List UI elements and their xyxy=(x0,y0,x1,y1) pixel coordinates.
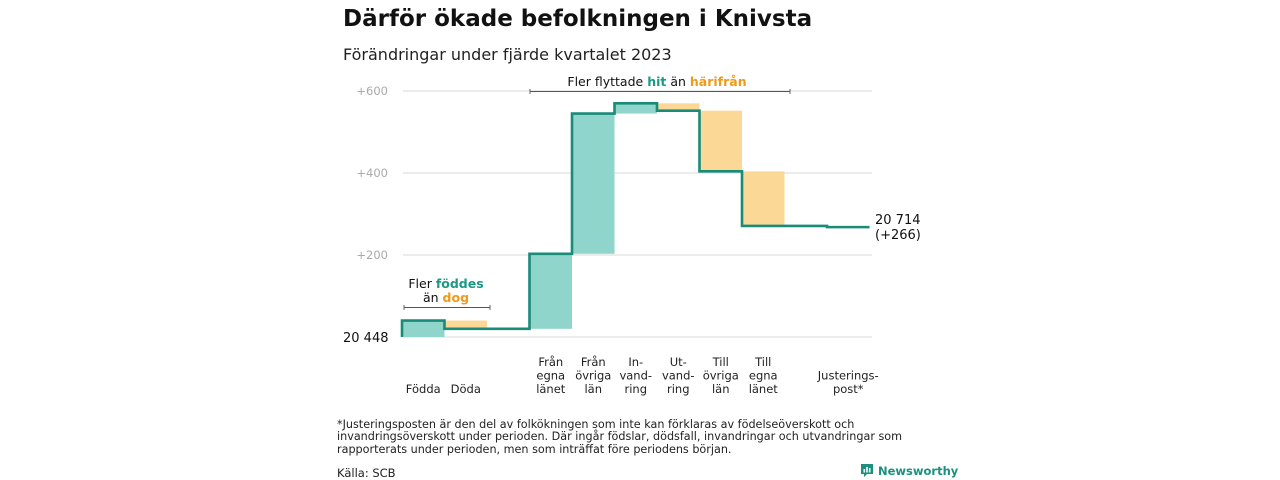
x-category-label: Födda xyxy=(406,382,441,396)
brand-logo: Newsworthy xyxy=(860,463,958,478)
end-change-label: (+266) xyxy=(875,228,921,243)
x-category-label: egna xyxy=(536,369,565,383)
source-label: Källa: SCB xyxy=(337,466,396,480)
x-category-label: ring xyxy=(667,382,690,396)
annotation-births-bracket xyxy=(404,305,490,310)
waterfall-bar xyxy=(700,111,743,172)
x-category-label: post* xyxy=(833,382,864,396)
newsworthy-logo-icon xyxy=(860,463,874,478)
end-value-label: 20 714 xyxy=(875,213,921,228)
x-category-label: länet xyxy=(749,382,779,396)
cumulative-line xyxy=(402,103,870,337)
x-category-label: Döda xyxy=(451,382,481,396)
x-category-label: Till xyxy=(712,355,729,369)
x-category-label: län xyxy=(712,382,730,396)
x-category-label: vand- xyxy=(619,369,652,383)
y-tick-label: +200 xyxy=(356,248,388,262)
x-category-label: övriga xyxy=(703,369,739,383)
footnote: *Justeringsposten är den del av folkökni… xyxy=(337,419,947,456)
annotation-migration-bracket xyxy=(530,89,790,94)
x-category-label: Från xyxy=(581,355,606,369)
annotation-births-line2: än dog xyxy=(423,290,469,305)
x-category-label: Till xyxy=(754,355,771,369)
x-category-label: vand- xyxy=(662,369,695,383)
waterfall-chart: +200+400+600Födda DödaFrånegnalänetFrånöv… xyxy=(0,0,1280,480)
waterfall-bar xyxy=(572,114,615,254)
x-category-label: Från xyxy=(538,355,563,369)
waterfall-bar xyxy=(402,321,445,337)
waterfall-bar xyxy=(530,254,573,329)
x-category-label: länet xyxy=(536,382,566,396)
x-category-label: egna xyxy=(749,369,778,383)
x-category-label: In- xyxy=(628,355,643,369)
brand-name: Newsworthy xyxy=(878,464,958,478)
y-tick-label: +400 xyxy=(356,166,388,180)
waterfall-bar xyxy=(742,171,785,226)
x-category-label: övriga xyxy=(575,369,611,383)
x-category-label: Justerings- xyxy=(817,369,879,383)
annotation-migration-label: Fler flyttade hit än härifrån xyxy=(567,74,746,89)
x-category-label: Ut- xyxy=(670,355,687,369)
waterfall-bar xyxy=(615,103,658,113)
x-category-label: län xyxy=(584,382,602,396)
start-value-label: 20 448 xyxy=(343,331,389,346)
annotation-births-line1: Fler föddes xyxy=(408,276,483,291)
y-tick-label: +600 xyxy=(356,84,388,98)
x-category-label: ring xyxy=(624,382,647,396)
